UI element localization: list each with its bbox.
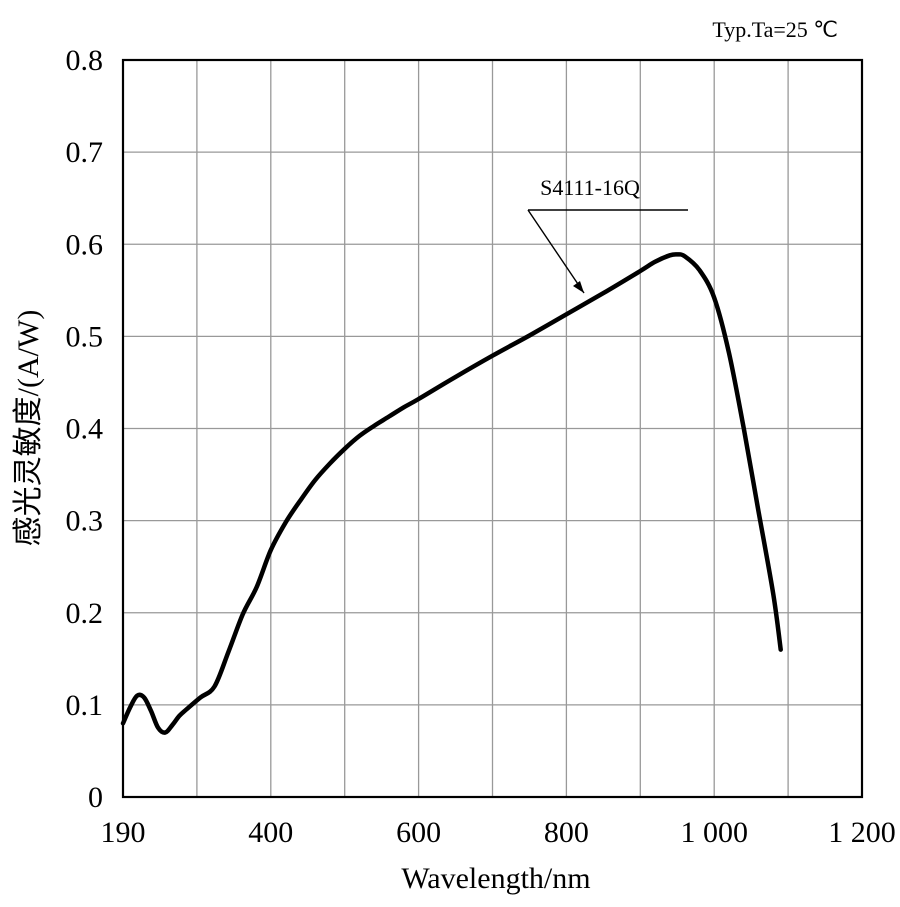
y-tick-label: 0.6 — [66, 228, 104, 261]
plot-frame — [121, 58, 864, 799]
y-tick-label: 0.4 — [66, 413, 104, 446]
y-axis-title: 感光灵敏度/(A/W) — [12, 310, 45, 547]
condition-note: Typ.Ta=25 ℃ — [712, 17, 838, 42]
x-tick-label: 600 — [396, 816, 441, 849]
series-leader-line — [527, 209, 585, 294]
x-axis-title: Wavelength/nm — [401, 862, 590, 895]
y-tick-label: 0.8 — [66, 44, 104, 77]
x-tick-label: 1 200 — [828, 816, 896, 849]
x-tick-label: 400 — [248, 816, 293, 849]
y-tick-label: 0.7 — [66, 136, 104, 169]
x-tick-label: 190 — [101, 816, 146, 849]
y-tick-label: 0.3 — [66, 505, 104, 538]
y-tick-label: 0.2 — [66, 597, 104, 630]
x-tick-label: 1 000 — [680, 816, 748, 849]
series-line-s4111-16q — [120, 252, 783, 735]
y-tick-label: 0.5 — [66, 320, 104, 353]
series-layer — [120, 252, 783, 735]
y-tick-label: 0 — [88, 781, 103, 814]
series-annotation: S4111-16Q — [527, 175, 688, 294]
series-leader-arrowhead — [573, 281, 584, 293]
x-tick-label: 800 — [544, 816, 589, 849]
tick-labels: 0 0.1 0.2 0.3 0.4 0.5 0.6 0.7 0.8 190 400 600 800 1 0… — [66, 44, 896, 849]
y-tick-label: 0.1 — [66, 689, 104, 722]
grid-lines — [123, 60, 862, 797]
series-label: S4111-16Q — [540, 175, 640, 200]
